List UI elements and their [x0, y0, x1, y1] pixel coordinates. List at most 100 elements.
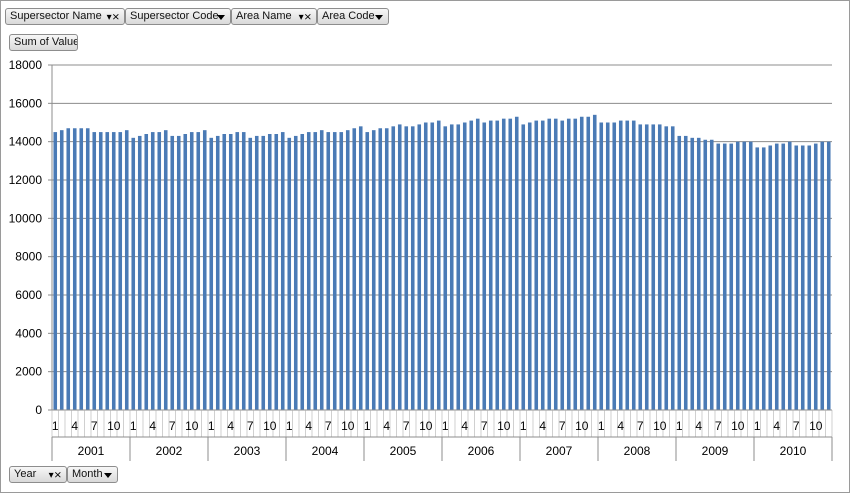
bar [560, 120, 565, 410]
bar [157, 132, 162, 411]
bar [657, 124, 662, 411]
bar [384, 128, 389, 410]
bar [326, 132, 331, 411]
bar [742, 141, 747, 410]
field-supersector-name[interactable]: Supersector Name ▾⨯ [5, 8, 125, 25]
bar [436, 120, 441, 410]
bar [118, 132, 123, 411]
field-area-name-label: Area Name [236, 10, 292, 22]
x-month-label: 10 [341, 419, 355, 433]
x-month-label: 4 [695, 419, 702, 433]
bar [644, 124, 649, 411]
bar [495, 120, 500, 410]
bar [787, 141, 792, 410]
x-month-label: 7 [481, 419, 488, 433]
chevron-down-icon[interactable] [375, 15, 383, 20]
x-year-label: 2009 [702, 444, 729, 458]
filter-dropdown-icon[interactable]: ▾⨯ [298, 12, 312, 23]
bar [807, 145, 812, 410]
bar [183, 134, 188, 410]
bar [163, 130, 168, 410]
bar [456, 124, 461, 411]
field-area-code-label: Area Code [322, 10, 375, 22]
bar [378, 128, 383, 410]
y-tick-label: 6000 [15, 288, 42, 302]
bar [215, 135, 220, 410]
bar [293, 135, 298, 410]
bar [371, 130, 376, 410]
bar [547, 118, 552, 411]
filter-dropdown-icon[interactable]: ▾⨯ [48, 470, 62, 481]
bar [625, 120, 630, 410]
bar [813, 143, 818, 411]
x-month-label: 4 [773, 419, 780, 433]
bar [540, 120, 545, 410]
gridlines [52, 64, 832, 373]
field-supersector-code[interactable]: Supersector Code [125, 8, 231, 25]
bar [222, 134, 227, 410]
bar [703, 139, 708, 410]
field-sum-of-value[interactable]: Sum of Value [9, 34, 78, 51]
x-month-label: 1 [598, 419, 605, 433]
chevron-down-icon[interactable] [104, 473, 112, 478]
bar [105, 132, 110, 411]
bar [573, 118, 578, 411]
bar [196, 132, 201, 411]
x-month-label: 10 [107, 419, 121, 433]
bar [261, 135, 266, 410]
bar [768, 145, 773, 410]
field-supersector-name-label: Supersector Name [10, 10, 102, 22]
x-month-label: 4 [149, 419, 156, 433]
x-month-label: 4 [539, 419, 546, 433]
bar [339, 132, 344, 411]
field-area-code[interactable]: Area Code [317, 8, 389, 25]
bar [482, 122, 487, 410]
chevron-down-icon[interactable] [217, 15, 225, 20]
x-month-label: 10 [419, 419, 433, 433]
field-year[interactable]: Year ▾⨯ [9, 466, 67, 483]
bar [98, 132, 103, 411]
bar [527, 122, 532, 410]
x-month-label: 7 [559, 419, 566, 433]
bar [514, 116, 519, 410]
bar [651, 124, 656, 411]
field-supersector-code-label: Supersector Code [130, 10, 219, 22]
x-month-label: 1 [442, 419, 449, 433]
bar [404, 126, 409, 410]
bar [53, 132, 58, 411]
bar [280, 132, 285, 411]
bar [176, 135, 181, 410]
bar [664, 126, 669, 410]
x-month-label: 1 [754, 419, 761, 433]
field-area-name[interactable]: Area Name ▾⨯ [231, 8, 317, 25]
bar [150, 132, 155, 411]
bar [683, 135, 688, 410]
x-month-label: 10 [653, 419, 667, 433]
x-month-label: 10 [731, 419, 745, 433]
x-year-label: 2006 [468, 444, 495, 458]
bar [352, 128, 357, 410]
bar [553, 118, 558, 411]
x-month-label: 7 [169, 419, 176, 433]
filter-dropdown-icon[interactable]: ▾⨯ [106, 12, 120, 23]
bar [826, 141, 831, 410]
x-year-label: 2007 [546, 444, 573, 458]
x-month-label: 7 [91, 419, 98, 433]
y-tick-label: 12000 [9, 173, 43, 187]
x-month-label: 1 [208, 419, 215, 433]
bar [488, 120, 493, 410]
x-year-label: 2002 [156, 444, 183, 458]
x-month-label: 4 [227, 419, 234, 433]
bar [599, 122, 604, 410]
field-month[interactable]: Month [67, 466, 118, 483]
bar [761, 147, 766, 410]
bar [800, 145, 805, 410]
x-month-label: 7 [637, 419, 644, 433]
bar [521, 124, 526, 411]
x-month-label: 1 [676, 419, 683, 433]
x-month-label: 10 [263, 419, 277, 433]
bar [358, 126, 363, 410]
bar [501, 118, 506, 411]
bar [189, 132, 194, 411]
